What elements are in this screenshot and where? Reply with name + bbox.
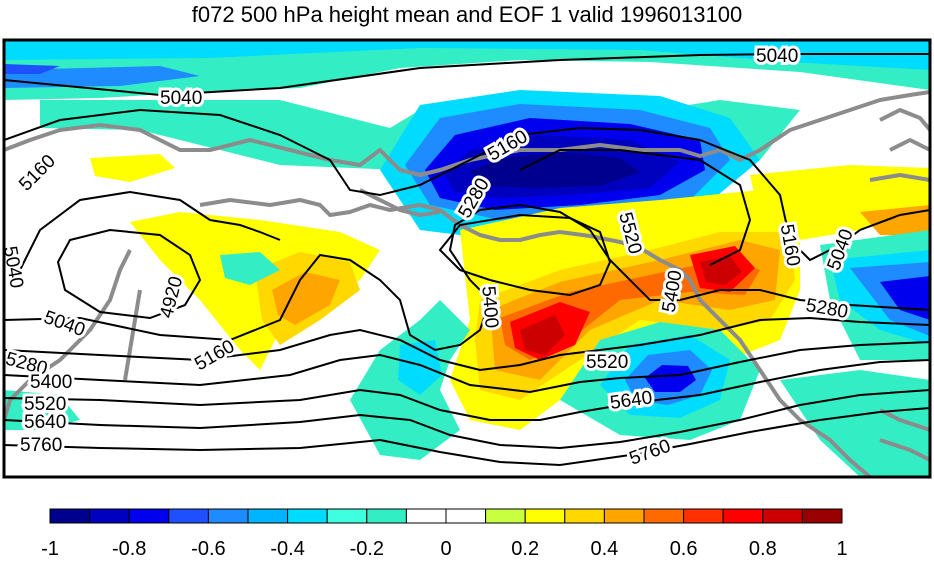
colorbar-swatch: [326, 508, 368, 524]
colorbar-tick-label: 1: [836, 538, 848, 560]
colorbar: [49, 508, 843, 524]
colorbar-swatch: [801, 508, 843, 524]
colorbar-swatch: [762, 508, 803, 524]
colorbar-tick-label: -1: [41, 538, 59, 560]
colorbar-swatch: [207, 508, 249, 524]
colorbar-swatch: [445, 508, 487, 524]
map-frame: [2, 38, 932, 479]
colorbar-swatch: [128, 508, 170, 524]
colorbar-swatch: [89, 508, 130, 524]
colorbar-tick-label: 0.2: [511, 538, 540, 560]
colorbar-tick-label: 0: [440, 538, 452, 560]
contour-label: 5640: [609, 387, 654, 414]
contour-label: 5520: [24, 394, 66, 415]
colorbar-tick-label: -0.6: [191, 538, 226, 560]
colorbar-swatch: [683, 508, 724, 524]
colorbar-tick-label: 0.4: [590, 538, 619, 560]
colorbar-swatch: [722, 508, 764, 524]
contour-label: 5640: [24, 412, 66, 433]
contour-label: 5040: [160, 88, 202, 109]
colorbar-swatch: [405, 508, 447, 524]
contour-label: 5040: [756, 46, 798, 67]
contour-label: 5400: [477, 285, 502, 329]
contour-label: 5760: [20, 435, 62, 456]
colorbar-tick-label: 0.8: [748, 538, 777, 560]
contour-label: 5400: [30, 372, 72, 393]
colorbar-tick-label: 0.6: [669, 538, 698, 560]
colorbar-tick-label: -0.8: [111, 538, 147, 560]
colorbar-tick-label: -0.4: [270, 538, 305, 560]
colorbar-swatch: [603, 508, 645, 524]
colorbar-swatch: [485, 508, 526, 524]
colorbar-swatch: [287, 508, 328, 524]
colorbar-swatch: [643, 508, 685, 524]
colorbar-swatch: [564, 508, 605, 524]
colorbar-swatch: [366, 508, 407, 524]
contour-label: 5520: [586, 352, 628, 373]
colorbar-swatch: [247, 508, 289, 524]
height-contours: [4, 53, 930, 467]
colorbar-swatch: [168, 508, 209, 524]
colorbar-swatch: [49, 508, 91, 524]
colorbar-swatch: [524, 508, 566, 524]
chart-title: f072 500 hPa height mean and EOF 1 valid…: [191, 2, 743, 27]
colorbar-tick-label: -0.2: [349, 538, 385, 560]
